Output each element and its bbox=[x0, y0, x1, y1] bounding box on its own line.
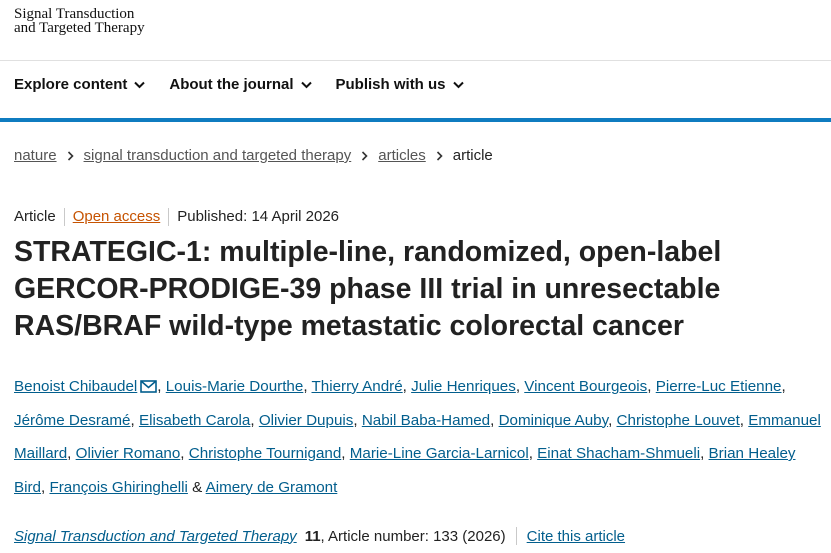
author-link[interactable]: Benoist Chibaudel bbox=[14, 378, 138, 395]
author-separator: , bbox=[700, 445, 709, 462]
divider bbox=[0, 60, 831, 61]
author-link[interactable]: Brian Healey Bird bbox=[14, 445, 796, 496]
chevron-icon bbox=[362, 150, 368, 161]
author-separator: , bbox=[515, 378, 525, 395]
author-separator: , bbox=[490, 411, 499, 429]
separator bbox=[515, 527, 517, 545]
open-access-link[interactable]: Open access bbox=[63, 208, 169, 226]
published-date: Published: 14 April 2026 bbox=[168, 208, 347, 226]
breadcrumb-link[interactable]: signal transduction and targeted therapy bbox=[83, 147, 352, 164]
nav-menu: Explore content About the journal Publis… bbox=[14, 76, 464, 93]
author-link[interactable]: Louis-Marie Dourthe bbox=[165, 378, 304, 395]
author-link[interactable]: Nabil Baba-Hamed bbox=[361, 411, 491, 429]
author-link[interactable]: Aimery de Gramont bbox=[205, 478, 338, 496]
volume: 11 bbox=[304, 527, 321, 545]
article-number: , Article number: 133 (2026) bbox=[320, 527, 506, 545]
chevron-icon bbox=[300, 81, 312, 88]
article-meta: Article Open access Published: 14 April … bbox=[14, 208, 347, 226]
author-separator: , bbox=[41, 478, 50, 496]
author-separator: , bbox=[647, 378, 656, 395]
chevron-icon bbox=[134, 81, 146, 88]
author-link[interactable]: Dominique Auby bbox=[498, 411, 609, 429]
nav-label: Explore content bbox=[14, 76, 128, 93]
author-separator: , bbox=[130, 411, 139, 429]
nav-item[interactable]: Publish with us bbox=[336, 76, 464, 93]
author-separator: , bbox=[739, 411, 749, 429]
author-separator: , bbox=[528, 445, 538, 462]
breadcrumb-link[interactable]: articles bbox=[378, 147, 426, 164]
author-link[interactable]: Julie Henriques bbox=[411, 378, 516, 395]
author-link[interactable]: Olivier Dupuis bbox=[258, 411, 354, 429]
author-separator: , bbox=[341, 445, 350, 462]
chevron-icon bbox=[67, 150, 74, 161]
logo-line: and Targeted Therapy bbox=[14, 20, 145, 36]
author-separator: , bbox=[250, 411, 259, 429]
author-link[interactable]: Einat Shacham-Shmueli bbox=[537, 445, 701, 462]
author-separator: & bbox=[187, 478, 206, 496]
email-icon bbox=[140, 380, 158, 393]
breadcrumb-current: article bbox=[452, 147, 493, 164]
cite-link[interactable]: Cite this article bbox=[526, 527, 626, 545]
nav-label: Publish with us bbox=[335, 76, 446, 93]
logo-line: Signal Transduction bbox=[14, 6, 135, 22]
title-line: GERCOR-PRODIGE-39 phase III trial in unr… bbox=[14, 273, 721, 305]
author-list: Benoist Chibaudel, Louis-Marie Dourthe, … bbox=[14, 370, 826, 504]
author-separator: , bbox=[180, 445, 189, 462]
breadcrumbs: nature signal transduction and targeted t… bbox=[14, 147, 493, 164]
nav-item[interactable]: About the journal bbox=[169, 76, 312, 93]
author-link[interactable]: Thierry André bbox=[311, 378, 403, 395]
citation: Signal Transduction and Targeted Therapy… bbox=[14, 527, 625, 545]
author-separator: , bbox=[303, 378, 312, 395]
author-link[interactable]: Olivier Romano bbox=[75, 445, 181, 462]
author-link[interactable]: Emmanuel Maillard bbox=[14, 411, 821, 463]
author-link[interactable]: Christophe Louvet bbox=[616, 411, 740, 429]
author-separator: , bbox=[402, 378, 412, 395]
author-link[interactable]: François Ghiringhelli bbox=[49, 478, 188, 496]
journal-logo[interactable]: Signal Transduction and Targeted Therapy bbox=[14, 6, 145, 36]
chevron-icon bbox=[452, 81, 464, 88]
author-link[interactable]: Vincent Bourgeois bbox=[524, 378, 648, 395]
article-title: STRATEGIC-1: multiple-line, randomized, … bbox=[14, 234, 721, 345]
nav-label: About the journal bbox=[169, 76, 294, 93]
author-link[interactable]: Elisabeth Carola bbox=[138, 411, 251, 429]
author-separator: , bbox=[157, 378, 166, 395]
breadcrumb-link[interactable]: nature bbox=[14, 147, 57, 164]
title-line: STRATEGIC-1: multiple-line, randomized, … bbox=[14, 236, 722, 268]
title-line: RAS/BRAF wild-type metastatic colorectal… bbox=[14, 310, 684, 342]
author-link[interactable]: Christophe Tournigand bbox=[188, 445, 342, 462]
author-link[interactable]: Jérôme Desramé bbox=[14, 411, 131, 429]
article-type: Article bbox=[14, 208, 56, 225]
author-link[interactable]: Marie-Line Garcia-Larnicol bbox=[349, 445, 529, 462]
author-separator: , bbox=[353, 411, 362, 429]
nav-item[interactable]: Explore content bbox=[14, 76, 146, 93]
chevron-icon bbox=[436, 150, 443, 161]
author-separator: , bbox=[781, 378, 786, 395]
author-separator: , bbox=[608, 411, 617, 429]
accent-bar bbox=[0, 118, 831, 122]
author-link[interactable]: Pierre-Luc Etienne bbox=[655, 378, 782, 395]
author-separator: , bbox=[67, 445, 76, 462]
journal-link[interactable]: Signal Transduction and Targeted Therapy bbox=[14, 527, 297, 545]
